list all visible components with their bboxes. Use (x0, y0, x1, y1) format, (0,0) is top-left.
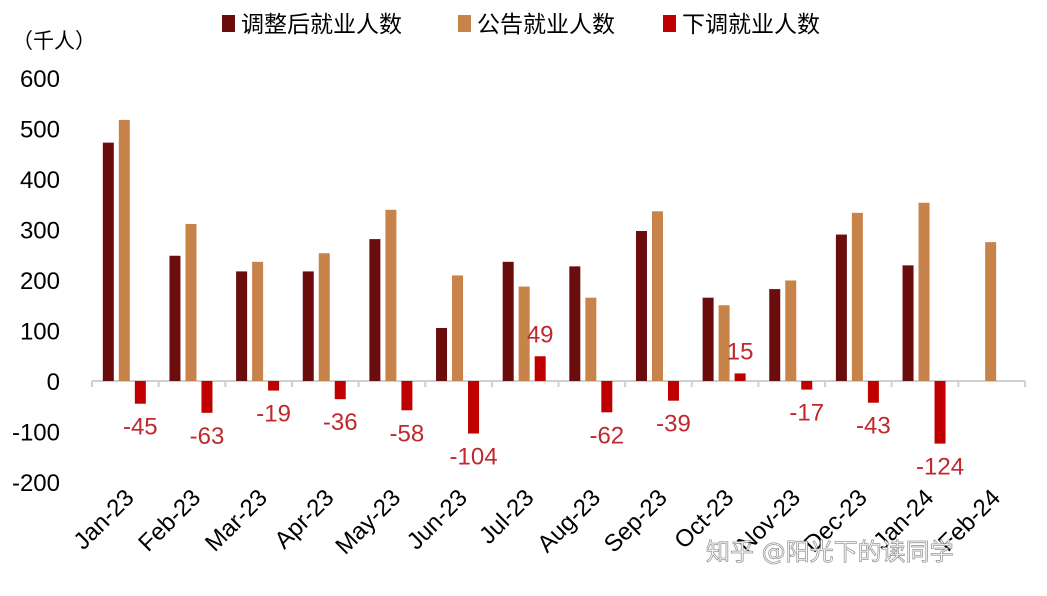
bar (534, 356, 546, 381)
data-label: -124 (916, 454, 964, 481)
data-label: -36 (323, 409, 358, 436)
bar (169, 255, 181, 381)
data-label: -39 (656, 411, 691, 438)
y-unit-label: （千人） (12, 29, 96, 53)
data-label: 15 (727, 338, 754, 365)
y-tick-label: 600 (20, 66, 60, 93)
bar (601, 381, 613, 413)
data-label: 49 (527, 321, 554, 348)
x-tick-label: Jan-23 (69, 484, 140, 555)
y-tick-label: -200 (12, 470, 60, 497)
watermark-text: 知乎 @阳光下的读同学 (706, 538, 954, 566)
bar (252, 261, 264, 381)
bar (569, 266, 581, 381)
bar (934, 381, 946, 444)
y-axis-ticks: 600 500 400 300 200 100 0 -100 -200 (12, 66, 60, 497)
bar (667, 381, 679, 401)
bar (385, 209, 397, 381)
y-tick-label: 400 (20, 167, 60, 194)
bar (585, 297, 597, 381)
x-tick-label: Apr-23 (269, 484, 339, 554)
bar (785, 280, 797, 381)
bar (302, 271, 314, 381)
bar (102, 142, 114, 381)
legend-label: 下调就业人数 (682, 12, 820, 38)
y-tick-label: 200 (20, 268, 60, 295)
y-tick-label: -100 (12, 420, 60, 447)
x-tick-label: Sep-23 (599, 484, 673, 558)
data-labels: -45 -63 -19 -36 -58 -104 49 -62 -39 15 -17 -43 -124 (123, 321, 964, 480)
x-tick-label: Feb-23 (133, 484, 206, 557)
bar (718, 305, 730, 381)
bar (502, 261, 514, 381)
bar (118, 119, 130, 381)
x-tick-label: Mar-23 (200, 484, 273, 557)
legend-swatch (458, 15, 471, 32)
y-tick-label: 500 (20, 117, 60, 144)
data-label: -104 (450, 444, 498, 471)
data-label: -45 (123, 414, 158, 441)
bar (201, 381, 213, 413)
x-tick-label: May-23 (330, 484, 406, 560)
bar (918, 202, 930, 381)
bar (985, 242, 997, 381)
legend-swatch (222, 15, 235, 32)
legend: 调整后就业人数 公告就业人数 下调就业人数 (222, 12, 820, 38)
y-tick-label: 100 (20, 319, 60, 346)
bar (452, 275, 464, 381)
data-label: -43 (856, 413, 891, 440)
x-tick-label: Aug-23 (532, 484, 606, 558)
bar (734, 373, 746, 381)
bar (369, 239, 381, 381)
bar (835, 234, 847, 381)
bar (902, 265, 914, 381)
bar (518, 286, 530, 381)
legend-label: 调整后就业人数 (241, 12, 402, 38)
bar (851, 212, 863, 381)
bar (334, 381, 346, 400)
x-tick-label: Jul-23 (474, 484, 539, 549)
bar (801, 381, 813, 390)
bar (635, 231, 647, 381)
x-tick-label: Jun-23 (402, 484, 473, 555)
data-label: -58 (390, 420, 425, 447)
y-tick-label: 300 (20, 218, 60, 245)
bar (468, 381, 480, 434)
bar (867, 381, 879, 403)
bar (318, 253, 330, 381)
legend-swatch (663, 15, 676, 32)
bar (436, 327, 448, 381)
legend-label: 公告就业人数 (477, 12, 615, 38)
bar (268, 381, 280, 391)
bar (236, 271, 248, 381)
data-label: -63 (190, 423, 225, 450)
bars (102, 119, 997, 444)
bar (769, 289, 781, 381)
bar (134, 381, 146, 404)
bar (185, 223, 197, 381)
data-label: -19 (256, 401, 291, 428)
bar (651, 211, 663, 381)
data-label: -62 (589, 422, 624, 449)
y-tick-label: 0 (47, 369, 60, 396)
bar (702, 297, 714, 381)
bar (401, 381, 413, 411)
data-label: -17 (789, 400, 824, 427)
